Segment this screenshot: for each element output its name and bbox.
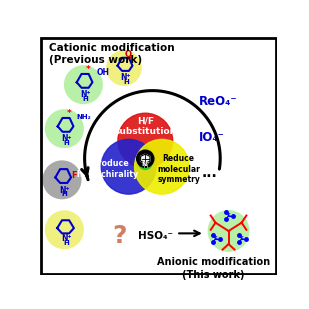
Text: N: N (121, 73, 127, 82)
Text: Introduce
homochirality: Introduce homochirality (76, 159, 138, 179)
Text: N: N (80, 91, 87, 99)
Circle shape (64, 65, 103, 104)
Text: H: H (83, 96, 88, 102)
Text: N: N (59, 186, 65, 195)
Text: ?: ? (112, 224, 126, 248)
Text: NH₂: NH₂ (77, 113, 91, 120)
Text: Anionic modification
(This work): Anionic modification (This work) (157, 257, 270, 280)
Text: *: * (67, 109, 72, 118)
Text: S: S (240, 236, 243, 241)
Text: N⁺: N⁺ (141, 162, 150, 167)
Text: H: H (143, 164, 147, 169)
Text: Reduce
molecular
symmetry: Reduce molecular symmetry (157, 154, 200, 184)
Circle shape (106, 50, 142, 86)
Text: +: + (64, 186, 69, 191)
Text: N: N (61, 234, 68, 243)
Polygon shape (141, 154, 150, 163)
Circle shape (139, 156, 152, 169)
Text: H: H (63, 140, 69, 146)
Text: H/F
substitution: H/F substitution (114, 116, 176, 136)
Circle shape (45, 109, 84, 148)
Text: Cationic modification
(Previous work): Cationic modification (Previous work) (49, 43, 175, 66)
Text: +: + (85, 91, 90, 95)
Text: IO₄⁻: IO₄⁻ (199, 130, 225, 143)
Text: +: + (126, 73, 130, 78)
Text: S: S (214, 236, 218, 241)
Text: S: S (226, 213, 231, 218)
Text: OH: OH (96, 68, 109, 77)
Text: ...: ... (201, 166, 217, 180)
Circle shape (137, 150, 154, 167)
Text: H: H (63, 240, 69, 246)
Text: HSO₄⁻: HSO₄⁻ (138, 231, 173, 241)
Text: N: N (61, 134, 68, 143)
Text: ReO₄⁻: ReO₄⁻ (199, 95, 237, 108)
Text: +: + (66, 134, 71, 139)
Text: F: F (71, 171, 77, 180)
Text: +: + (66, 234, 71, 239)
Circle shape (208, 210, 249, 252)
Text: H: H (61, 191, 67, 197)
Circle shape (101, 139, 156, 194)
Circle shape (45, 210, 84, 249)
Circle shape (134, 139, 189, 194)
Text: H: H (123, 79, 129, 85)
Text: O: O (125, 50, 132, 59)
Circle shape (43, 160, 82, 199)
Text: *: * (86, 65, 91, 74)
Circle shape (118, 113, 173, 168)
